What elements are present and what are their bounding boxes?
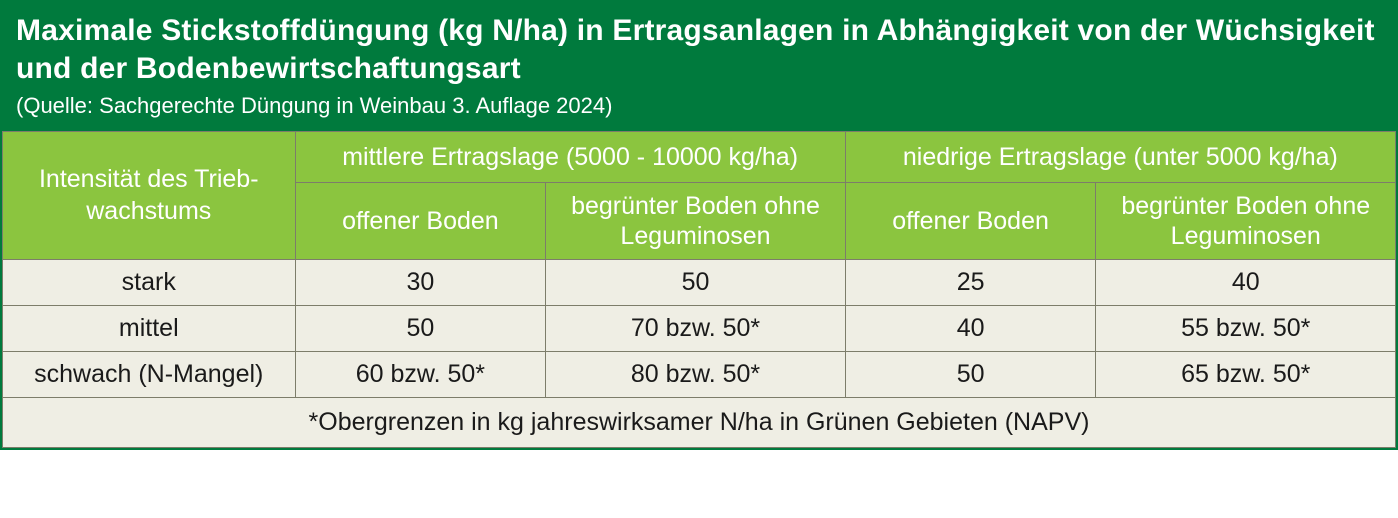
cell: 50 <box>295 306 546 352</box>
row-label: schwach (N-Mangel) <box>3 352 296 398</box>
cell: 80 bzw. 50* <box>546 352 845 398</box>
sub-low-green: begrünter Boden ohne Leguminosen <box>1096 183 1396 260</box>
table-title: Maximale Stickstoffdüngung (kg N/ha) in … <box>16 12 1382 87</box>
table-header: Maximale Stickstoffdüngung (kg N/ha) in … <box>2 2 1396 131</box>
row-label: mittel <box>3 306 296 352</box>
table-row: mittel 50 70 bzw. 50* 40 55 bzw. 50* <box>3 306 1396 352</box>
cell: 65 bzw. 50* <box>1096 352 1396 398</box>
cell: 40 <box>1096 260 1396 306</box>
cell: 60 bzw. 50* <box>295 352 546 398</box>
cell: 30 <box>295 260 546 306</box>
table-head: Intensität des Trieb- wachstums mittlere… <box>3 132 1396 260</box>
sub-mid-open: offener Boden <box>295 183 546 260</box>
table-body: stark 30 50 25 40 mittel 50 70 bzw. 50* … <box>3 260 1396 448</box>
rowhead-line1: Intensität des Trieb- <box>39 165 259 193</box>
row-label: stark <box>3 260 296 306</box>
table-row: stark 30 50 25 40 <box>3 260 1396 306</box>
table-row: schwach (N-Mangel) 60 bzw. 50* 80 bzw. 5… <box>3 352 1396 398</box>
nitrogen-table: Maximale Stickstoffdüngung (kg N/ha) in … <box>0 0 1398 450</box>
cell: 70 bzw. 50* <box>546 306 845 352</box>
sub-mid-green: begrünter Boden ohne Leguminosen <box>546 183 845 260</box>
group-mid: mittlere Ertragslage (5000 - 10000 kg/ha… <box>295 132 845 183</box>
sub-low-open: offener Boden <box>845 183 1096 260</box>
cell: 40 <box>845 306 1096 352</box>
group-low: niedrige Ertragslage (unter 5000 kg/ha) <box>845 132 1395 183</box>
cell: 25 <box>845 260 1096 306</box>
table-source: (Quelle: Sachgerechte Düngung in Weinbau… <box>16 93 1382 119</box>
footnote: *Obergrenzen in kg jahreswirksamer N/ha … <box>3 398 1396 448</box>
table-footnote-row: *Obergrenzen in kg jahreswirksamer N/ha … <box>3 398 1396 448</box>
rowhead-label: Intensität des Trieb- wachstums <box>3 132 296 260</box>
cell: 55 bzw. 50* <box>1096 306 1396 352</box>
cell: 50 <box>546 260 845 306</box>
data-table: Intensität des Trieb- wachstums mittlere… <box>2 131 1396 448</box>
cell: 50 <box>845 352 1096 398</box>
rowhead-line2: wachstums <box>86 197 211 225</box>
